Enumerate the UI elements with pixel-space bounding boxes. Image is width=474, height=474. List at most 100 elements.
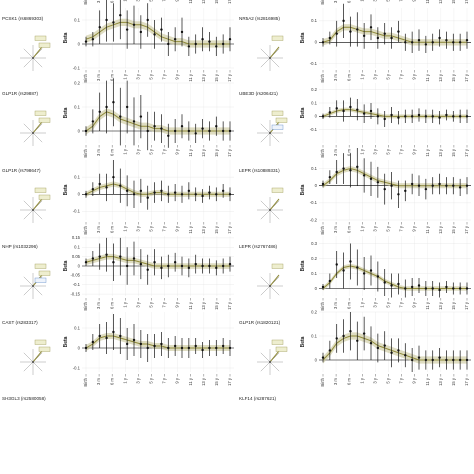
data-point [438,356,441,359]
compass-vector [269,350,280,363]
x-axis-tick-label: 15 y [214,225,219,234]
y-tick-label: 0 [78,263,81,268]
panel-9: CAST (rs283317) Beta 0.1 0 -0.1 Birth 3 m 6 m 1 … [2,312,234,387]
data-point [376,36,380,40]
x-axis-tick-label: 13 y [438,148,443,157]
data-point [465,358,469,362]
x-axis-tick-label: 6 m [346,225,351,232]
y-axis-label: Beta [63,260,69,271]
data-point [91,340,95,344]
data-point [146,346,149,350]
data-point [98,182,101,186]
x-axis-tick-label: 3 m [96,148,101,155]
x-axis-tick-label: 17 y [464,225,469,234]
y-tick-label: 0.3 [311,241,317,246]
top-right-axis-tick-label: 1 y [359,0,364,2]
compass-vector [269,46,280,59]
x-axis-tick-label: Birth [320,73,325,82]
x-axis-tick-label: Birth [320,225,325,234]
x-axis-tick-label: Birth [83,225,88,234]
data-point [321,182,325,186]
data-point [362,112,366,115]
data-point [173,129,177,133]
data-point [173,38,177,41]
compass-spoke [32,132,43,143]
compass-spoke [260,285,271,296]
top-right-axis-tick-label: 13 y [438,0,443,4]
data-point [431,287,434,290]
panel-title: NR5A2 (rs2816985) [239,16,280,21]
data-point [335,107,338,110]
panel-12: KLF14 (rs287621) [239,396,276,401]
panel-title: NHP (rs1032296) [2,244,38,249]
data-point [98,26,101,29]
top-left-axis-tick-label: 6 m [109,0,114,3]
data-point [153,33,156,36]
data-point [160,127,163,130]
x-axis-tick-label: 3 m [333,301,338,308]
data-point [160,266,163,270]
data-point [215,346,218,350]
compass-spoke [260,48,271,59]
data-point [458,287,462,290]
compass-tag [38,42,51,48]
data-point [112,330,115,334]
confidence-band [86,333,230,351]
x-axis-tick-label: 3 m [333,377,338,384]
data-point [362,272,366,275]
compass-spoke [23,123,34,134]
y-axis-label: Beta [63,184,69,195]
top-left-axis-tick-label: 13 y [201,0,206,4]
data-point [221,344,225,348]
x-axis-tick-label: 13 y [201,148,206,157]
x-axis-tick-label: Birth [83,73,88,82]
compass-vector [32,46,43,59]
panel-7: NHP (rs1032296) Beta 0.15 0.1 0.05 0 -0.05 -0.1… [2,235,234,311]
data-point [328,175,332,179]
data-point [228,129,232,133]
x-axis-tick-label: 9 y [175,301,180,307]
data-point [438,116,441,119]
data-point [369,269,373,272]
data-point [397,282,400,286]
data-point [139,262,143,266]
y-tick-label: 0.2 [311,87,317,92]
data-point [208,346,211,350]
x-axis-tick-label: 6 m [109,225,114,232]
compass-icon [257,263,284,299]
x-axis-tick-label: 5 y [386,377,391,383]
x-axis-tick-label: 9 y [412,225,417,231]
panel-title: KLF14 (rs287621) [239,396,276,401]
compass-center [269,361,271,363]
x-axis-tick-label: 7 y [399,73,404,79]
data-point [84,193,88,196]
data-point [335,32,338,35]
y-axis-label: Beta [63,107,69,118]
x-axis-tick-label: 15 y [451,301,456,310]
data-point [410,285,414,289]
data-point [146,196,149,199]
compass-tag [271,339,284,345]
data-point [160,28,163,31]
x-axis-tick-label: 11 y [188,148,193,157]
top-right-axis-tick-label: 17 y [464,0,469,4]
top-left-axis-tick-label: 3 y [135,0,140,2]
x-axis-tick-label: 7 y [399,225,404,231]
y-tick-label: -0.05 [70,273,80,278]
top-right-axis-tick-label: 15 y [451,0,456,4]
compass-spoke [269,361,280,372]
data-point [167,346,170,350]
data-point [208,191,211,194]
x-axis-tick-label: 17 y [227,225,232,234]
compass-spoke [260,123,271,134]
x-axis-tick-label: 17 y [227,148,232,157]
data-point [452,184,455,187]
x-axis-tick-label: 3 m [96,225,101,232]
data-point [132,193,136,196]
data-point [349,260,352,263]
y-axis-label: Beta [300,107,306,118]
data-point [397,30,400,33]
y-tick-label: 0.05 [72,254,81,259]
top-left-axis-tick-label: 5 y [149,0,154,2]
